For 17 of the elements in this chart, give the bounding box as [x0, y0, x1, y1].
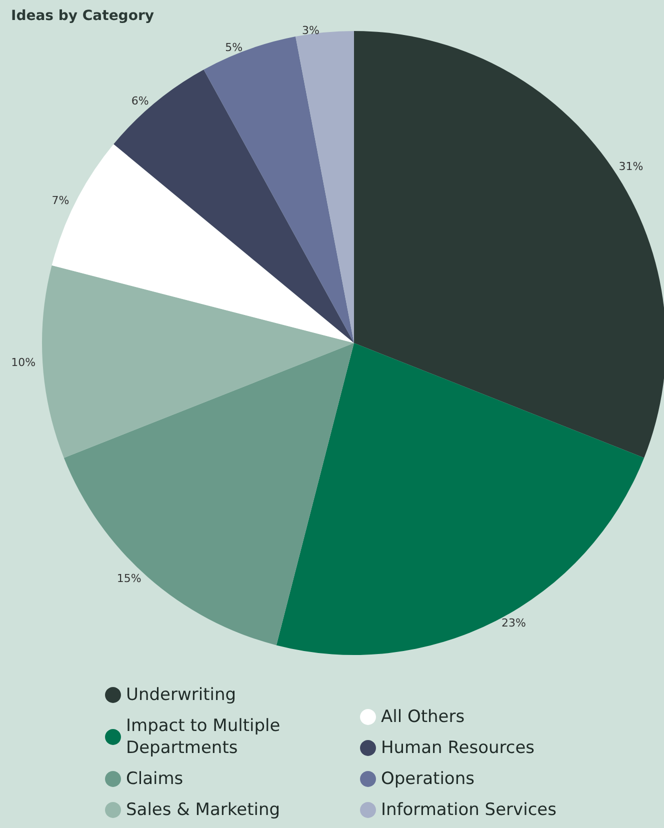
legend-label: Claims [126, 769, 184, 789]
data-label: 7% [52, 194, 70, 207]
data-label: 3% [302, 24, 320, 37]
legend-label: Human Resources [381, 738, 535, 758]
data-label: 23% [502, 616, 526, 630]
legend-label: Impact to Multiple Departments [126, 716, 286, 758]
data-label: 6% [131, 94, 149, 108]
legend-label: Sales & Marketing [126, 800, 280, 820]
data-label: 5% [225, 41, 243, 54]
legend-label: Information Services [381, 800, 557, 820]
legend-label: Operations [381, 769, 475, 789]
chart-title: Ideas by Category [11, 8, 154, 24]
data-label: 10% [11, 356, 36, 370]
legend-label: All Others [381, 707, 465, 727]
legend-label: Underwriting [126, 685, 236, 705]
data-label: 31% [618, 160, 644, 174]
data-label: 15% [116, 572, 142, 586]
